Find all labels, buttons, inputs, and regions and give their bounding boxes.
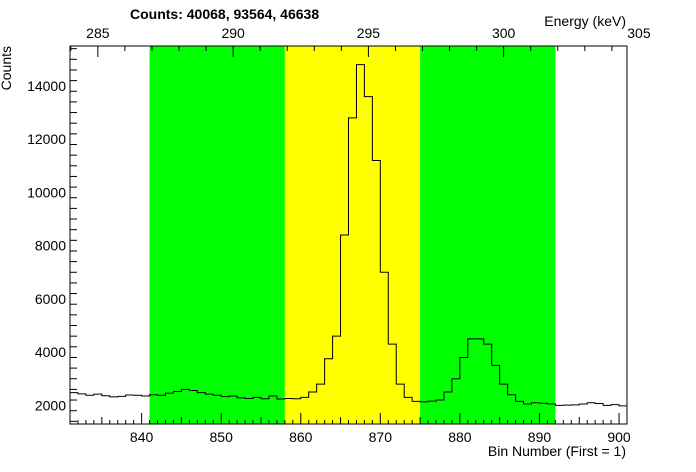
- left-axis: 2000 4000 6000 8000 10000 12000 14000: [27, 48, 77, 422]
- y-tick-label: 8000: [35, 238, 66, 254]
- x-axis-label: Bin Number (First = 1): [488, 443, 626, 459]
- top-tick-label: 290: [221, 25, 245, 41]
- x-tick-label: 860: [289, 429, 313, 445]
- y-tick-label: 12000: [27, 131, 66, 147]
- region-band-1: [149, 46, 285, 424]
- region-bands: [149, 46, 556, 424]
- top-tick-label: 300: [492, 25, 516, 41]
- y-tick-label: 14000: [27, 78, 66, 94]
- x-tick-label: 870: [369, 429, 393, 445]
- chart-title: Counts: 40068, 93564, 46638: [130, 6, 319, 22]
- top-energy-axis: 285 290 295 300 305: [70, 25, 651, 57]
- x-tick-label: 850: [210, 429, 234, 445]
- x-tick-label: 900: [607, 429, 631, 445]
- region-band-3: [420, 46, 556, 424]
- x-tick-label: 880: [448, 429, 472, 445]
- y-tick-label: 4000: [35, 344, 66, 360]
- y-tick-label: 10000: [27, 184, 66, 200]
- x-tick-label: 890: [528, 429, 552, 445]
- x-tick-label: 840: [130, 429, 154, 445]
- top-tick-label: 285: [86, 25, 110, 41]
- y-tick-label: 2000: [35, 397, 66, 413]
- histogram-series-line: [70, 64, 627, 407]
- bottom-axis: 840 850 860 870 880 890 900: [69, 413, 631, 445]
- y-axis-label: Counts: [0, 46, 14, 90]
- y-tick-label: 6000: [35, 291, 66, 307]
- region-band-2: [284, 46, 421, 424]
- top-axis-label: Energy (keV): [544, 13, 626, 29]
- top-tick-label: 295: [357, 25, 381, 41]
- top-tick-label: 305: [627, 25, 651, 41]
